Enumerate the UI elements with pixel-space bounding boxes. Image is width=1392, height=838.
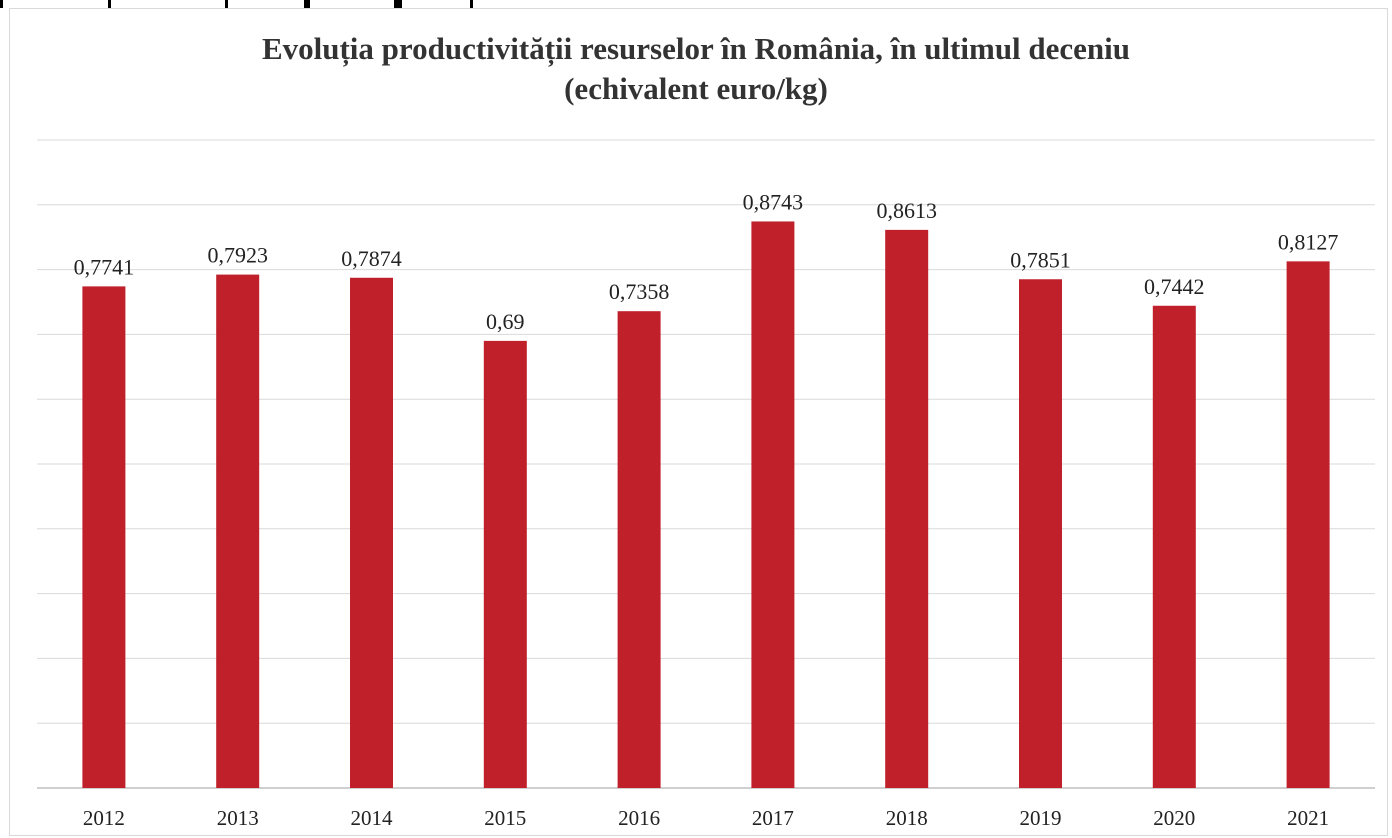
bar-2012 — [82, 286, 126, 788]
data-label-2020: 0,7442 — [1144, 274, 1205, 299]
x-tick-label-2019: 2019 — [1020, 806, 1062, 830]
x-tick-label-2018: 2018 — [886, 806, 928, 830]
bar-2014 — [350, 277, 393, 788]
bar-2016 — [617, 311, 661, 788]
data-label-2015: 0,69 — [486, 309, 525, 334]
x-tick-label-2014: 2014 — [351, 806, 394, 830]
x-tick-label-2013: 2013 — [217, 806, 259, 830]
bars — [82, 221, 1330, 789]
data-label-2012: 0,7741 — [74, 254, 135, 279]
x-tick-label-2012: 2012 — [83, 806, 125, 830]
x-tick-label-2021: 2021 — [1287, 806, 1329, 830]
data-label-2021: 0,8127 — [1278, 229, 1339, 254]
bar-2021 — [1286, 261, 1330, 789]
bar-2018 — [885, 229, 929, 789]
data-labels: 0,7741 0,7923 0,7874 0,69 0,7358 0,8743 0,8613… — [74, 189, 1339, 333]
data-label-2017: 0,8743 — [743, 189, 804, 214]
x-tick-label-2016: 2016 — [618, 806, 660, 830]
chart-subtitle: (echivalent euro/kg) — [564, 71, 828, 106]
bar-2020 — [1152, 305, 1196, 788]
x-tick-labels: 2012 2013 2014 2015 2016 2017 2018 2019 2020 2021 — [83, 806, 1329, 830]
gridlines — [37, 139, 1375, 724]
data-label-2014: 0,7874 — [341, 246, 402, 271]
x-tick-label-2015: 2015 — [484, 806, 526, 830]
data-label-2016: 0,7358 — [609, 279, 670, 304]
chart-title: Evoluția productivității resurselor în R… — [0, 29, 1392, 109]
data-label-2019: 0,7851 — [1010, 247, 1071, 272]
bar-2017 — [751, 221, 795, 788]
x-tick-label-2020: 2020 — [1153, 806, 1195, 830]
bar-2013 — [216, 274, 260, 788]
data-label-2018: 0,8613 — [876, 198, 937, 223]
data-label-2013: 0,7923 — [207, 243, 268, 268]
chart-title-main: Evoluția productivității resurselor în R… — [261, 31, 1131, 66]
bar-2015 — [483, 340, 527, 788]
x-tick-label-2017: 2017 — [752, 806, 794, 830]
bar-2019 — [1019, 279, 1062, 788]
top-cropped-strip — [0, 0, 480, 8]
